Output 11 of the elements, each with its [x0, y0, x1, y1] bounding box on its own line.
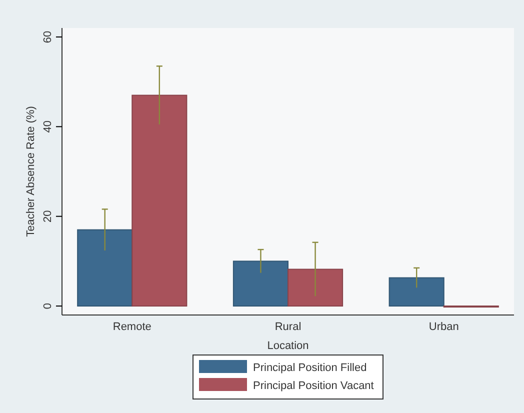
y-tick-label: 0 [42, 302, 54, 310]
legend-label: Principal Position Vacant [253, 380, 374, 392]
x-tick-label: Urban [428, 321, 459, 334]
x-tick-label: Rural [274, 321, 302, 334]
y-tick-label: 40 [42, 120, 54, 133]
x-axis-title: Location [267, 340, 309, 352]
y-tick-label: 20 [42, 210, 54, 222]
legend-label: Principal Position Filled [253, 362, 367, 374]
y-tick-label: 60 [42, 30, 54, 44]
x-tick-label: Remote [112, 321, 152, 334]
y-axis-title: Teacher Absence Rate (%) [25, 106, 37, 237]
